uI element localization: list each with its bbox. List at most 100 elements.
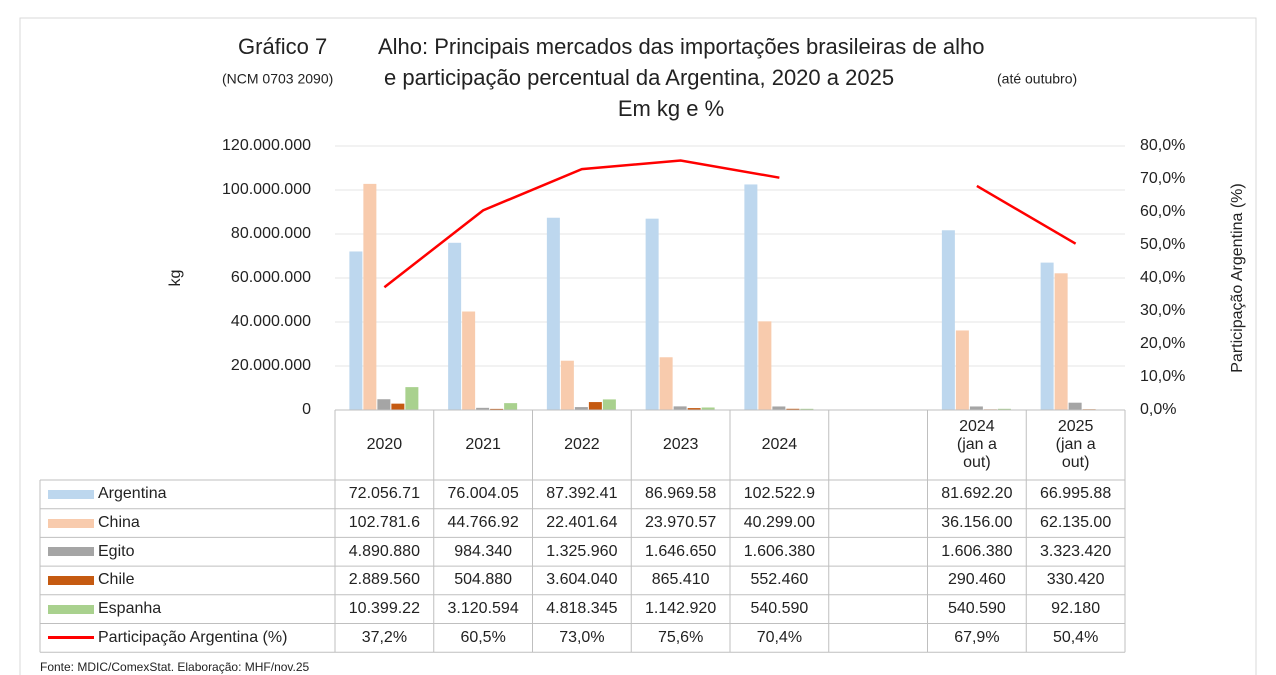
table-cell: 3.323.420 bbox=[1040, 542, 1112, 560]
bar bbox=[546, 217, 560, 410]
bar bbox=[687, 408, 701, 410]
y2-tick-label: 20,0% bbox=[1140, 335, 1185, 352]
legend-entry: Argentina bbox=[48, 480, 167, 509]
bar bbox=[997, 408, 1011, 410]
table-cell: 92.180 bbox=[1051, 600, 1101, 618]
bar bbox=[1068, 402, 1082, 410]
table-cell: 22.401.64 bbox=[546, 514, 618, 532]
bar bbox=[462, 311, 476, 410]
y2-axis-label: Participação Argentina (%) bbox=[1229, 183, 1246, 372]
table-cell: 87.392.41 bbox=[546, 485, 618, 503]
table-cell: 4.890.880 bbox=[348, 542, 420, 560]
bar bbox=[363, 183, 377, 410]
bar bbox=[377, 399, 391, 410]
table-cell: 1.606.380 bbox=[941, 542, 1013, 560]
y2-tick-label: 50,0% bbox=[1140, 236, 1185, 253]
table-cell: 1.606.380 bbox=[743, 542, 815, 560]
legend-entry: China bbox=[48, 509, 140, 538]
bar bbox=[955, 330, 969, 410]
y2-tick-label: 10,0% bbox=[1140, 368, 1185, 385]
legend-entry: Egito bbox=[48, 537, 134, 566]
table-cell: 50,4% bbox=[1052, 628, 1099, 646]
unit-note: Em kg e % bbox=[618, 96, 724, 121]
bar bbox=[941, 230, 955, 410]
table-cell: 540.590 bbox=[750, 600, 809, 618]
x-tick-label: 2024 bbox=[761, 436, 798, 453]
bar bbox=[744, 184, 758, 410]
bar bbox=[349, 251, 363, 410]
bar bbox=[391, 403, 405, 410]
x-tick-label: 2021 bbox=[465, 436, 501, 453]
table-cell: 70,4% bbox=[756, 628, 803, 646]
table-cell: 86.969.58 bbox=[645, 485, 717, 503]
bar bbox=[405, 387, 419, 410]
bar bbox=[490, 408, 504, 410]
bar bbox=[574, 407, 588, 410]
bar bbox=[673, 406, 687, 410]
table-cell: 1.646.650 bbox=[645, 542, 717, 560]
source-note: Fonte: MDIC/ComexStat. Elaboração: MHF/n… bbox=[40, 660, 310, 674]
table-cell: 36.156.00 bbox=[941, 514, 1013, 532]
bar bbox=[588, 402, 602, 410]
table-cell: 552.460 bbox=[750, 571, 809, 589]
x-tick-label: 2020 bbox=[366, 436, 403, 453]
table-cell: 984.340 bbox=[454, 542, 513, 560]
table-cell: 67,9% bbox=[954, 628, 1000, 646]
table-cell: 3.120.594 bbox=[447, 600, 519, 618]
table-cell: 81.692.20 bbox=[941, 485, 1013, 503]
bar bbox=[1040, 262, 1054, 410]
y-tick-label: 60.000.000 bbox=[231, 269, 311, 286]
table-cell: 102.522.9 bbox=[743, 485, 815, 503]
bar bbox=[800, 408, 814, 410]
bar bbox=[659, 357, 673, 410]
y-tick-label: 100.000.000 bbox=[222, 181, 311, 198]
table-cell: 37,2% bbox=[361, 628, 408, 646]
y-tick-label: 20.000.000 bbox=[231, 357, 311, 374]
table-cell: 76.004.05 bbox=[447, 485, 519, 503]
y-axis-label: kg bbox=[167, 270, 184, 287]
bar bbox=[1054, 273, 1068, 410]
line bbox=[383, 159, 1077, 289]
x-tick-label: 2025 (jan a out) bbox=[1055, 418, 1096, 471]
table-cell: 44.766.92 bbox=[447, 514, 519, 532]
table-cell: 75,6% bbox=[657, 628, 704, 646]
table-cell: 865.410 bbox=[651, 571, 710, 589]
bar bbox=[758, 321, 772, 410]
table-cell: 3.604.040 bbox=[546, 571, 618, 589]
chart-subtitle: (NCM 0703 2090) bbox=[222, 71, 333, 87]
chart-subtitle: (até outubro) bbox=[997, 71, 1077, 87]
y2-tick-label: 60,0% bbox=[1140, 203, 1185, 220]
table-cell: 330.420 bbox=[1046, 571, 1105, 589]
table-cell: 72.056.71 bbox=[348, 485, 420, 503]
y2-tick-label: 0,0% bbox=[1140, 401, 1176, 418]
table-cell: 1.325.960 bbox=[546, 542, 618, 560]
legend-entry: Participação Argentina (%) bbox=[48, 624, 287, 653]
table-cell: 504.880 bbox=[454, 571, 513, 589]
chart-subtitle: e participação percentual da Argentina, … bbox=[384, 65, 894, 90]
bar bbox=[448, 242, 462, 410]
bar bbox=[602, 399, 616, 410]
y2-tick-label: 70,0% bbox=[1140, 170, 1185, 187]
x-tick-label: 2023 bbox=[662, 436, 699, 453]
table-cell: 23.970.57 bbox=[645, 514, 717, 532]
y-tick-label: 80.000.000 bbox=[231, 225, 311, 242]
table-cell: 540.590 bbox=[947, 600, 1006, 618]
y-tick-label: 40.000.000 bbox=[231, 313, 311, 330]
bar bbox=[969, 406, 983, 410]
y-tick-label: 0 bbox=[302, 401, 311, 418]
table-cell: 10.399.22 bbox=[348, 600, 420, 618]
table-cell: 40.299.00 bbox=[743, 514, 815, 532]
bar bbox=[504, 403, 518, 410]
table-cell: 66.995.88 bbox=[1040, 485, 1112, 503]
bar bbox=[645, 218, 659, 410]
legend-entry: Chile bbox=[48, 566, 134, 595]
x-tick-label: 2022 bbox=[564, 436, 600, 453]
chart-title: Gráfico 7 bbox=[238, 34, 327, 59]
table-cell: 73,0% bbox=[559, 628, 605, 646]
y2-tick-label: 80,0% bbox=[1140, 137, 1185, 154]
y2-tick-label: 30,0% bbox=[1140, 302, 1185, 319]
bar bbox=[701, 407, 715, 410]
bar bbox=[560, 360, 574, 410]
